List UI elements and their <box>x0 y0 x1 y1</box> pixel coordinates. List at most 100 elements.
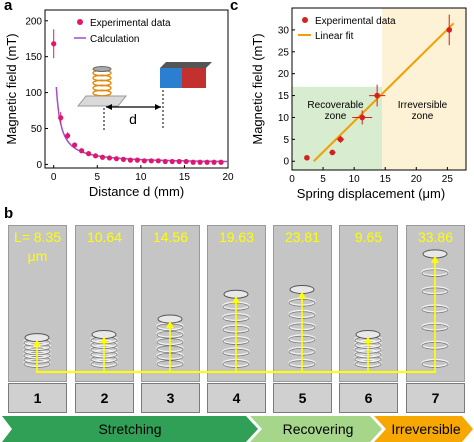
frame-number-box: 3 <box>141 383 200 413</box>
panel-a-point <box>169 158 175 165</box>
panel-c-ytick-label: 25 <box>278 47 290 58</box>
panel-c-legend-marker <box>302 17 308 23</box>
panel-a-xtick-label: 0 <box>51 172 57 183</box>
video-frame-4: 19.63 <box>207 225 266 382</box>
panel-a-ytick-label: 100 <box>25 88 42 99</box>
frame-baseline <box>36 371 436 373</box>
stage-arrow-recovering <box>250 416 382 442</box>
panel-c-irreversible-zone <box>382 8 466 170</box>
panel-a-inset-spring-cap <box>92 66 112 72</box>
panel-c-ytick-label: 20 <box>278 69 290 80</box>
panel-c-point <box>359 114 366 121</box>
stage-label-irreversible: Irreversible <box>391 421 461 437</box>
video-frame-3: 14.56 <box>141 225 200 382</box>
panel-a-plot-area <box>44 9 229 169</box>
stage-arrow-bar <box>2 416 473 442</box>
spring-image <box>90 330 118 373</box>
panel-c-xlabel: Spring displacement (μm) <box>297 186 445 201</box>
panel-c-zone-label: Irreversible <box>398 100 448 111</box>
frame-length-unit: μm <box>27 248 48 264</box>
stage-arrow-irreversible <box>374 416 473 442</box>
frame-number-box: 4 <box>207 383 266 413</box>
panel-c-legend-label: Linear fit <box>315 31 354 42</box>
panel-a-point <box>72 142 78 148</box>
panel-a-point <box>211 159 217 165</box>
panel-a-inset-arrowhead <box>155 104 161 110</box>
panel-c-xtick-label: 15 <box>380 174 392 185</box>
frame-length-value: 10.64 <box>86 229 123 245</box>
panel-a-ytick-label: 200 <box>25 16 42 27</box>
panel-c-linear-fit-line <box>313 22 455 162</box>
frame-length-value: 19.63 <box>218 229 255 245</box>
panel-a-legend-marker <box>77 19 83 25</box>
panel-a-point <box>183 158 189 165</box>
panel-c-point <box>304 154 310 161</box>
panel-a-point <box>65 133 71 139</box>
spring-image <box>288 285 316 373</box>
video-frame-1: L= 8.35 μm <box>8 225 67 382</box>
panel-a-inset-magnet-blue <box>160 68 182 88</box>
panel-a-point <box>85 151 92 157</box>
panel-c-ytick-label: 15 <box>278 91 290 102</box>
panel-a-ytick-label: 50 <box>31 124 43 135</box>
panel-a-legend-label: Experimental data <box>90 18 171 29</box>
panel-c-point <box>374 92 380 99</box>
video-frame-7: 33.86 <box>406 225 465 382</box>
panel-c-xtick-label: 5 <box>320 174 326 185</box>
frame-length-value: 14.56 <box>152 229 189 245</box>
panel-a-point <box>99 154 106 160</box>
spring-image <box>23 333 51 373</box>
length-arrowhead <box>431 255 439 263</box>
stage-label-recovering: Recovering <box>282 421 354 437</box>
panel-c-xtick-label: 10 <box>349 174 361 185</box>
panel-a-point <box>120 156 127 162</box>
frame-number-box: 6 <box>339 383 398 413</box>
frame-number-box: 2 <box>75 383 134 413</box>
panel-a-point <box>51 41 57 47</box>
frame-length-value: 9.65 <box>354 229 383 245</box>
spring-image <box>156 314 184 373</box>
video-frame-6: 9.65 <box>339 225 398 382</box>
panel-a-letter: a <box>4 0 13 14</box>
panel-a-legend-label: Calculation <box>90 34 139 45</box>
spring-image <box>421 249 449 373</box>
panel-a-inset-d-label: d <box>129 111 137 127</box>
panel-a-point <box>58 115 64 121</box>
stage-label-stretching: Stretching <box>98 421 162 437</box>
panel-a-point <box>176 158 182 165</box>
panel-a-inset-magnet-red <box>182 68 206 88</box>
length-arrowhead <box>232 296 240 304</box>
panel-a-xtick-label: 10 <box>135 172 147 183</box>
panel-a-xtick-label: 20 <box>222 172 234 183</box>
panel-c-legend-label: Experimental data <box>315 16 396 27</box>
panel-a-point <box>113 156 120 162</box>
frame-length-value: 33.86 <box>417 229 454 245</box>
panel-a-point <box>162 158 168 165</box>
frame-number-box: 7 <box>406 383 465 413</box>
panel-a-xlabel: Distance d (mm) <box>89 184 184 199</box>
spring-image <box>222 289 250 373</box>
panel-c-point <box>446 27 453 33</box>
panel-a-point <box>141 158 147 164</box>
video-frame-5: 23.81 <box>273 225 332 382</box>
video-frame-2: 10.64 <box>75 225 134 382</box>
panel-a-point <box>134 157 140 163</box>
frame-length-value: 23.81 <box>284 229 321 245</box>
spring-image <box>354 330 382 373</box>
panel-c-letter: c <box>230 0 239 14</box>
panel-a-point <box>79 148 85 154</box>
panel-a-point <box>218 159 224 165</box>
panel-c-xtick-label: 20 <box>411 174 423 185</box>
panel-a-ylabel: Magnetic field (mT) <box>4 33 19 144</box>
panel-c-xtick-label: 0 <box>289 174 295 185</box>
panel-a-inset-magnet-top <box>160 62 212 68</box>
frame-length-value: L= 8.35 <box>13 229 62 245</box>
panel-a-point <box>92 153 99 159</box>
panel-c-zone-label: zone <box>412 111 434 122</box>
panel-c-zone-label: Recoverable <box>307 100 364 111</box>
panel-a-point <box>127 157 133 163</box>
panel-c-ytick-label: 0 <box>283 157 289 168</box>
panel-c-zone-label: zone <box>325 111 347 122</box>
